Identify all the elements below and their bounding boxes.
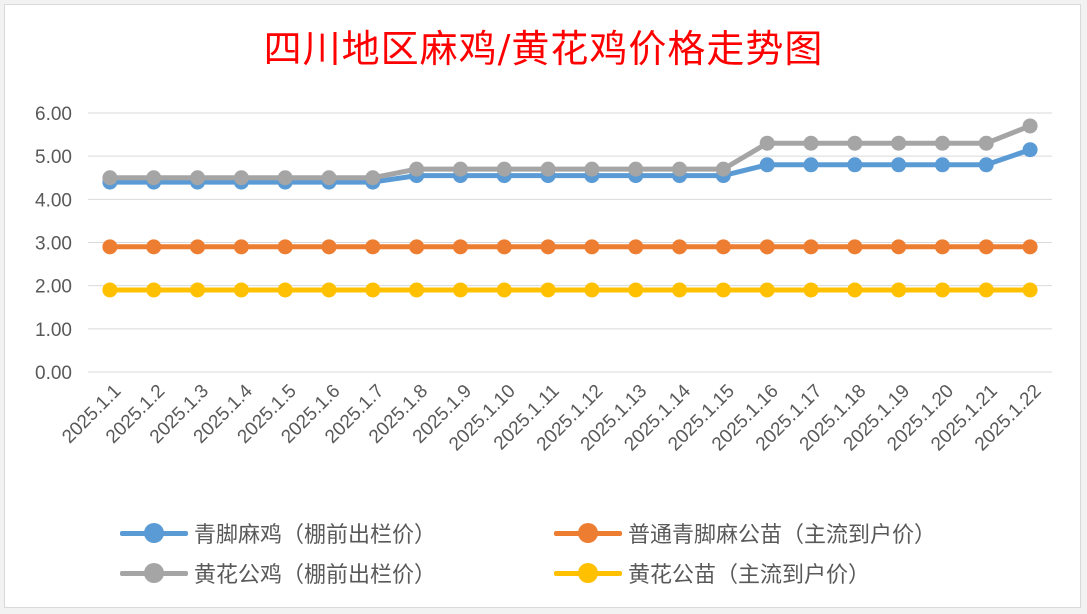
series-0-point — [891, 157, 907, 173]
series-2-point — [628, 161, 644, 177]
series-2-point — [978, 135, 994, 151]
y-tick-label: 5.00 — [35, 147, 72, 168]
series-2-point — [146, 170, 162, 186]
series-0-point — [934, 157, 950, 173]
series-line-0 — [107, 147, 1033, 185]
series-3-point — [891, 282, 907, 298]
y-tick-label: 6.00 — [35, 104, 72, 125]
series-1-point — [803, 239, 819, 255]
series-3-point — [277, 282, 293, 298]
y-tick-label: 4.00 — [35, 190, 72, 211]
series-0-point — [1022, 142, 1038, 158]
series-2-point — [321, 170, 337, 186]
series-1-point — [540, 239, 556, 255]
series-3-point — [628, 282, 644, 298]
series-1-point — [365, 239, 381, 255]
series-1-point — [233, 239, 249, 255]
series-2-point — [409, 161, 425, 177]
series-3-point — [715, 282, 731, 298]
series-3-point — [496, 282, 512, 298]
series-2-point — [1022, 118, 1038, 134]
x-axis-ticks: 2025.1.12025.1.22025.1.32025.1.42025.1.5… — [58, 380, 1045, 455]
series-3-point — [540, 282, 556, 298]
series-2-point — [934, 135, 950, 151]
series-1-point — [496, 239, 512, 255]
series-2-point — [672, 161, 688, 177]
series-1-point — [847, 239, 863, 255]
series-2-point — [584, 161, 600, 177]
series-2-point — [277, 170, 293, 186]
series-3-point — [934, 282, 950, 298]
series-1-point — [584, 239, 600, 255]
series-3-point — [409, 282, 425, 298]
series-2-point — [847, 135, 863, 151]
series-1-point — [102, 239, 118, 255]
series-3-point — [365, 282, 381, 298]
series-3-point — [102, 282, 118, 298]
series-1-point — [190, 239, 206, 255]
y-tick-label: 1.00 — [35, 320, 72, 341]
series-3-point — [672, 282, 688, 298]
y-axis-ticks: 0.00 1.00 2.00 3.00 4.00 5.00 6.00 — [35, 104, 72, 384]
series-3-point — [190, 282, 206, 298]
series-1-point — [1022, 239, 1038, 255]
series-3-point — [584, 282, 600, 298]
series-3-point — [1022, 282, 1038, 298]
series-1-point — [715, 239, 731, 255]
series-2-point — [452, 161, 468, 177]
series-2-point — [102, 170, 118, 186]
chart-area — [4, 4, 1081, 608]
y-tick-label: 3.00 — [35, 234, 72, 255]
chart-title: 四川地区麻鸡/黄花鸡价格走势图 — [263, 27, 824, 71]
series-1-point — [978, 239, 994, 255]
y-tick-label: 0.00 — [35, 363, 72, 384]
series-2-point — [496, 161, 512, 177]
series-3-point — [233, 282, 249, 298]
series-line-2 — [107, 123, 1033, 181]
series-1-point — [934, 239, 950, 255]
series-points — [102, 118, 1038, 298]
series-0-point — [847, 157, 863, 173]
series-2-point — [365, 170, 381, 186]
series-3-point — [759, 282, 775, 298]
series-3-point — [847, 282, 863, 298]
series-1-point — [321, 239, 337, 255]
series-1-point — [409, 239, 425, 255]
series-2-point — [190, 170, 206, 186]
series-0-point — [803, 157, 819, 173]
series-1-point — [452, 239, 468, 255]
series-2-point — [759, 135, 775, 151]
series-lines — [107, 123, 1033, 293]
series-3-point — [803, 282, 819, 298]
series-0-point — [978, 157, 994, 173]
series-3-point — [452, 282, 468, 298]
series-0-point — [759, 157, 775, 173]
series-2-point — [715, 161, 731, 177]
series-3-point — [321, 282, 337, 298]
series-2-point — [891, 135, 907, 151]
series-2-point — [540, 161, 556, 177]
series-1-point — [277, 239, 293, 255]
series-1-point — [759, 239, 775, 255]
y-tick-label: 2.00 — [35, 277, 72, 298]
gridlines — [88, 112, 1052, 373]
series-1-point — [628, 239, 644, 255]
series-3-point — [978, 282, 994, 298]
series-1-point — [146, 239, 162, 255]
series-2-point — [233, 170, 249, 186]
series-3-point — [146, 282, 162, 298]
series-2-point — [803, 135, 819, 151]
series-1-point — [672, 239, 688, 255]
series-1-point — [891, 239, 907, 255]
